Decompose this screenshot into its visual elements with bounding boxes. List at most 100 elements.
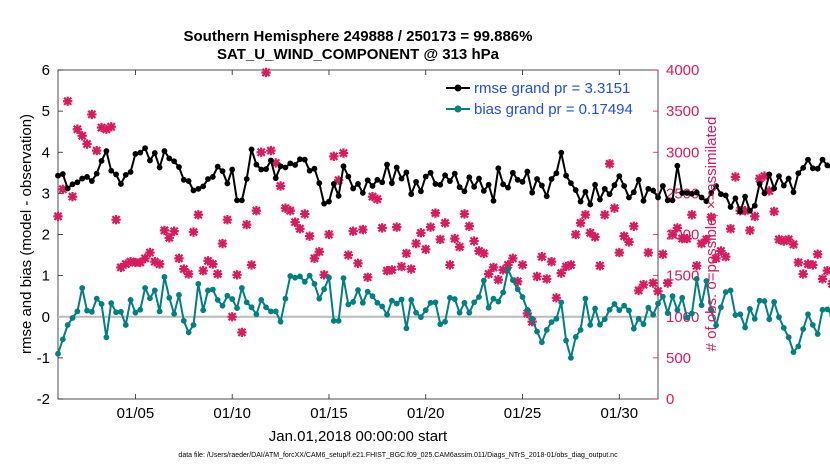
rmse-point (103, 148, 110, 154)
bias-point (258, 296, 265, 303)
assimilated-point (488, 262, 499, 273)
assimilated-point (542, 274, 552, 284)
assimilated-point (648, 278, 658, 288)
rmse-point (471, 183, 478, 190)
bias-point (243, 299, 250, 306)
rmse-point (582, 188, 589, 195)
assimilated-point (754, 173, 765, 184)
assimilated-point (493, 275, 504, 285)
assimilated-point (387, 265, 397, 275)
assimilated-point (764, 186, 774, 196)
assimilated-point (590, 232, 600, 242)
bias-point (350, 299, 357, 305)
rmse-point (151, 150, 158, 156)
y-left-tick-label: 5 (42, 103, 50, 120)
bias-point (200, 307, 207, 314)
rmse-point (495, 165, 502, 172)
bias-point (616, 307, 623, 314)
y-left-tick-label: -1 (37, 350, 50, 367)
rmse-point (727, 204, 734, 210)
assimilated-point (450, 233, 460, 244)
bias-point (379, 303, 386, 310)
assimilated-point (232, 270, 242, 280)
assimilated-point (512, 276, 523, 287)
right-axis: 05001000150020002500300035004000 (653, 62, 699, 408)
assimilated-point (474, 246, 484, 256)
bias-point (442, 318, 448, 325)
rmse-point (388, 180, 395, 186)
rmse-point (514, 176, 521, 183)
rmse-point (118, 181, 124, 187)
bias-point (195, 280, 202, 287)
rmse-point (340, 163, 347, 170)
bias-point (563, 337, 569, 344)
rmse-point (258, 166, 265, 173)
assimilated-point (532, 271, 542, 282)
rmse-point (122, 171, 129, 178)
bias-point (234, 305, 240, 312)
assimilated-point (58, 184, 68, 194)
assimilated-point (67, 191, 78, 202)
assimilated-point (730, 172, 741, 182)
assimilated-point (285, 205, 295, 216)
assimilated-point (696, 238, 707, 249)
rmse-point (93, 170, 100, 177)
rmse-point (805, 156, 811, 163)
assimilated-point (725, 224, 736, 234)
rmse-point (747, 207, 753, 214)
bias-series (55, 266, 830, 361)
rmse-point (713, 183, 719, 189)
bias-point (577, 327, 584, 333)
bias-point (538, 339, 545, 346)
bias-point (88, 308, 95, 315)
rmse-point (132, 150, 139, 157)
assimilated-point (159, 225, 170, 236)
y-axis-label-left: rmse and bias (model - observation) (18, 114, 35, 354)
bias-point (398, 296, 405, 303)
rmse-point (742, 193, 748, 200)
rmse-point (214, 163, 221, 170)
assimilated-point (508, 253, 518, 264)
rmse-point (369, 183, 376, 189)
rmse-point (442, 172, 448, 179)
assimilated-point (614, 247, 624, 258)
rmse-point (398, 175, 405, 182)
assimilated-point (343, 250, 354, 260)
assimilated-point (116, 262, 126, 273)
assimilated-point (817, 274, 828, 284)
assimilated-point (217, 238, 228, 249)
rmse-point (79, 175, 86, 182)
rmse-point (529, 189, 536, 196)
rmse-point (282, 164, 289, 171)
assimilated-point (750, 211, 760, 222)
assimilated-point (701, 234, 712, 245)
rmse-point (693, 189, 700, 196)
assimilated-point (101, 124, 112, 134)
rmse-point (180, 176, 187, 183)
rmse-point (335, 192, 342, 199)
assimilated-point (822, 266, 830, 276)
assimilated-point (716, 246, 726, 256)
assimilated-point (522, 308, 533, 319)
assimilated-point (406, 264, 416, 274)
bias-point (447, 294, 453, 301)
assimilated-point (121, 259, 131, 269)
bias-point (548, 319, 555, 325)
bias-point (606, 306, 613, 313)
assimilated-point (575, 218, 586, 228)
rmse-point (359, 190, 366, 196)
y-right-tick-label: 3500 (666, 103, 699, 120)
rmse-point (655, 194, 661, 201)
rmse-point (418, 188, 424, 195)
bias-point (156, 308, 163, 315)
rmse-point (147, 157, 153, 164)
assimilated-point (629, 221, 639, 231)
y-axis-label-right: # of obs: o=possible; ×=assimilated (703, 117, 720, 352)
assimilated-point (687, 210, 697, 220)
assimilated-point (793, 257, 804, 268)
assimilated-point (435, 234, 445, 245)
assimilated-point (300, 209, 310, 219)
bias-point (418, 314, 424, 321)
assimilated-point (77, 131, 87, 141)
rmse-point (268, 157, 274, 164)
